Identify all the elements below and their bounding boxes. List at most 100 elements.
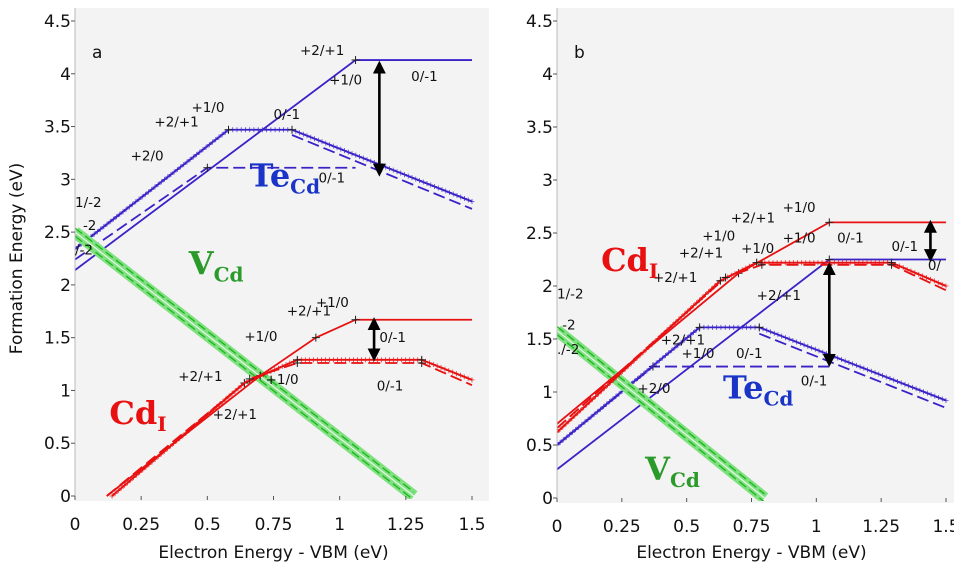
y-tick-label: 0 [542,489,553,509]
x-tick-label: 1 [334,515,345,535]
y-tick-label: 1.5 [526,330,553,350]
y-tick-label: 0.5 [526,436,553,456]
y-tick-label: 3.5 [44,118,71,138]
series-band-center [75,231,415,497]
series-markers [75,127,232,252]
panel-label: b [574,43,585,63]
transition-label: +1/0 [244,329,277,345]
species-label: VCd [644,450,700,492]
x-tick-label: 0 [70,515,81,535]
y-tick-label: 3.5 [526,118,553,138]
species-label: TeCd [250,157,320,199]
x-axis-label: Electron Energy - VBM (eV) [636,543,866,563]
transition-label: +2/+1 [757,288,801,304]
transition-point-marker [757,260,766,269]
transition-point-marker [695,323,704,332]
x-tick-label: 0.5 [673,517,700,537]
transition-label: +2/0 [637,381,670,397]
transition-point-marker [752,258,761,267]
transition-point-marker [311,333,320,342]
x-tick-label: 1 [811,517,822,537]
transition-label: 0/-1 [736,346,763,362]
y-tick-label: 4.5 [526,12,553,32]
panel-b: 0 0.5 1 1.5 2 2.5 3 3.5 4 4.5 0 0.25 0.5 0.75 1 1.25 1.5… [526,8,954,563]
transition-label: +2/+1 [661,332,705,348]
x-tick-label: 0.75 [255,515,293,535]
transition-label: 0/-1 [379,330,406,346]
transition-point-marker [293,359,302,367]
transition-label: +1/0 [329,72,362,88]
series-band-line [557,334,765,501]
transition-label: 0/ [928,258,942,274]
transition-point-marker [224,125,233,134]
transition-point-marker [245,374,254,383]
panel-a: 0 0.5 1 1.5 2 2.5 3 3.5 4 4.5 0 0.25 0.5 0.75 1 1.25 1.5… [7,8,489,563]
transition-label: +2/+1 [154,115,198,131]
plot-content [75,56,475,499]
transition-label: ./-2 [557,342,579,358]
x-tick-label: 1.25 [387,515,425,535]
panel-label: a [92,43,102,63]
y-tick-label: 2.5 [526,224,553,244]
transition-label: 1/-2 [557,287,584,303]
transition-point-marker [721,273,730,282]
y-tick-label: 0.5 [44,434,71,454]
y-tick-label: 4 [542,65,553,85]
x-tick-label: 0.25 [603,517,641,537]
transition-label: 0/-1 [837,231,864,247]
transition-point-marker [351,315,360,324]
species-label: CdI [601,241,658,283]
species-subscript: I [649,259,658,283]
species-label: VCd [188,244,244,286]
y-tick-label: 4 [60,65,71,85]
species-subscript: Cd [763,386,793,410]
series-band-line [75,235,414,499]
x-tick-label: 1.5 [932,517,954,537]
y-tick-label: 2 [542,277,553,297]
x-tick-label: 0.25 [122,515,160,535]
x-tick-label: 0.75 [733,517,771,537]
transition-point-marker [825,218,834,227]
transition-label: 0/-1 [377,378,404,394]
y-tick-label: 3 [542,171,553,191]
series-markers [557,324,703,448]
species-main: Te [723,368,764,406]
transition-label: 0/-1 [274,107,301,123]
species-subscript: Cd [670,468,700,492]
species-label: TeCd [723,368,793,410]
plot-content [557,218,949,501]
transition-label: 0/-1 [411,69,438,85]
y-axis-label: Formation Energy (eV) [7,163,27,354]
species-main: V [644,450,671,488]
transition-label: +2/+1 [287,304,331,320]
series-dashed-line [291,134,473,210]
x-tick-label: 1.5 [458,515,485,535]
plot-area [557,8,954,503]
transition-point-marker [755,323,764,332]
plot-area [75,8,489,501]
x-tick-label: 0.5 [194,515,221,535]
species-main: Te [250,157,291,195]
y-tick-label: 1 [542,383,553,403]
y-tick-label: 0 [60,487,71,507]
transition-label: +2/+1 [731,210,775,226]
species-main: Cd [601,241,649,279]
transition-label: +2/+1 [653,270,697,286]
transition-point-marker [887,260,896,269]
y-tick-label: 2.5 [44,223,71,243]
series-band-center [557,330,765,499]
species-subscript: Cd [214,262,244,286]
transition-point-marker [203,163,212,172]
transition-label: +1/0 [191,100,224,116]
species-subscript: Cd [290,175,320,199]
x-tick-label: 0 [552,517,563,537]
transition-label: +1/0 [702,228,735,244]
series-band-line [557,326,765,495]
species-subscript: I [157,412,166,436]
transition-label: +2/+1 [300,43,344,59]
transition-label: +1/0 [783,200,816,216]
transition-label: +2/+1 [213,407,257,423]
transition-label: /-2 [75,242,93,258]
transition-label: +1/0 [316,295,349,311]
species-label: CdI [109,394,166,436]
